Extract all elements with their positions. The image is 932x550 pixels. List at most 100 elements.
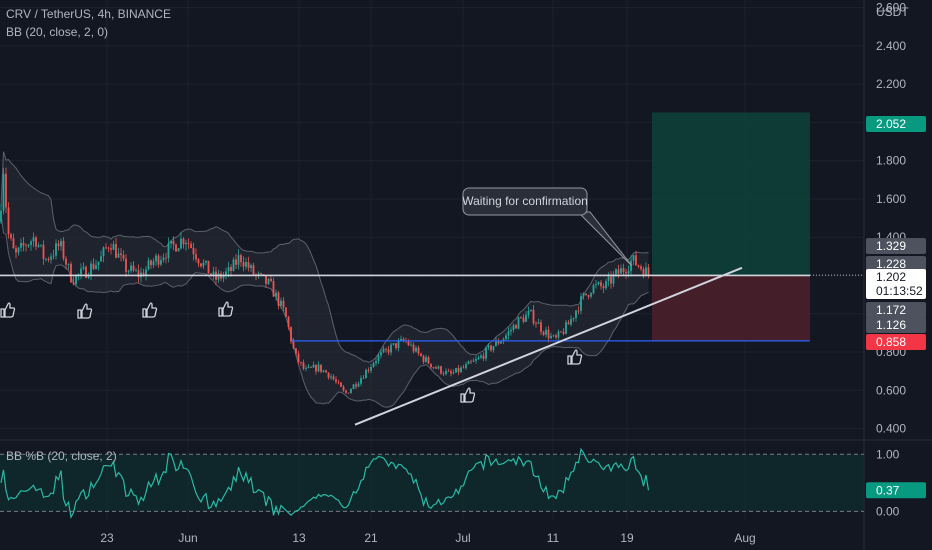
candle-body: [205, 260, 207, 263]
pctb-line: [0, 447, 650, 520]
time-axis-tick: Aug: [734, 531, 755, 545]
candle: [110, 243, 112, 255]
candle: [335, 376, 337, 385]
candle: [242, 256, 245, 272]
candle: [395, 343, 397, 351]
candle: [470, 359, 472, 364]
candle: [365, 368, 367, 379]
candle-body: [495, 340, 497, 347]
price-tag-gray: 1.126: [866, 317, 926, 333]
candle: [640, 264, 642, 272]
candle-body: [37, 245, 40, 247]
candle-body: [605, 281, 607, 289]
candle-body: [192, 248, 195, 255]
candle-body: [282, 300, 285, 308]
candle-body: [602, 286, 605, 289]
candle: [50, 253, 52, 264]
candle-body: [170, 240, 172, 244]
candle-body: [637, 265, 640, 267]
candle: [545, 326, 547, 338]
symbol-title: CRV / TetherUS, 4h, BINANCE: [6, 7, 171, 21]
candle: [185, 239, 187, 251]
candle: [7, 202, 10, 239]
candle-body: [515, 325, 517, 329]
thumbs-up-icon: [0, 302, 16, 318]
candle: [465, 361, 467, 370]
price-axis-tick: 1.600: [876, 192, 906, 206]
candle-body: [75, 275, 77, 285]
candle-body: [127, 271, 130, 272]
candle: [65, 256, 67, 270]
candle: [265, 275, 267, 288]
candle-body: [250, 265, 252, 269]
candle: [62, 237, 65, 261]
thumbs-up-icon: [567, 349, 583, 365]
candle-body: [292, 341, 295, 349]
candle-body: [630, 260, 632, 272]
candle: [0, 203, 2, 224]
thumbs-up-shape: [0, 302, 16, 318]
candle-body: [115, 243, 117, 258]
candle-body: [97, 261, 100, 266]
candle-body: [555, 335, 557, 338]
candle: [225, 267, 227, 280]
candle: [37, 242, 40, 248]
candle-body: [575, 310, 577, 318]
time-axis[interactable]: 23 Jun 13 21 Jul 11 19 Aug: [100, 531, 755, 545]
candle-body: [610, 276, 612, 284]
candle: [630, 255, 632, 277]
candle: [352, 384, 355, 390]
candle: [375, 357, 377, 367]
candle-body: [32, 237, 35, 242]
candle: [150, 259, 152, 270]
candle: [415, 345, 417, 353]
candle: [480, 353, 482, 360]
candle-body: [585, 293, 587, 296]
candle: [342, 384, 345, 392]
candle-body: [302, 362, 305, 369]
candle-body: [322, 370, 325, 372]
candle: [282, 297, 285, 312]
candle-body: [632, 255, 635, 261]
candle-body: [375, 361, 377, 364]
candle: [317, 361, 320, 373]
candle-body: [587, 295, 590, 297]
candle-body: [397, 340, 400, 349]
candle-body: [242, 261, 245, 267]
candle: [590, 292, 592, 299]
candle: [300, 361, 302, 366]
time-axis-tick: 19: [620, 531, 634, 545]
candle-body: [550, 335, 552, 339]
candle-body: [597, 282, 600, 285]
candle: [145, 266, 147, 281]
candle: [450, 368, 452, 377]
candle-body: [175, 244, 177, 252]
candle-body: [117, 253, 120, 258]
candle-body: [0, 210, 2, 222]
candle-body: [132, 265, 135, 271]
candle: [512, 323, 515, 333]
candle-body: [90, 263, 92, 277]
candle-body: [352, 384, 355, 389]
candle-body: [590, 293, 592, 297]
candle: [475, 355, 477, 364]
candle-body: [482, 355, 485, 359]
candle: [595, 279, 597, 289]
candle: [237, 249, 240, 270]
candle-body: [275, 292, 277, 297]
candle: [157, 253, 160, 268]
candle: [572, 317, 575, 322]
candle-body: [225, 271, 227, 276]
candle-body: [560, 331, 562, 333]
candle: [292, 338, 295, 350]
stop-zone: [652, 275, 810, 341]
candle: [447, 368, 450, 372]
candle: [305, 365, 307, 372]
candle-body: [582, 293, 585, 297]
candle-body: [190, 243, 192, 249]
candle-body: [157, 255, 160, 265]
candle: [410, 341, 412, 347]
candle: [155, 253, 157, 266]
